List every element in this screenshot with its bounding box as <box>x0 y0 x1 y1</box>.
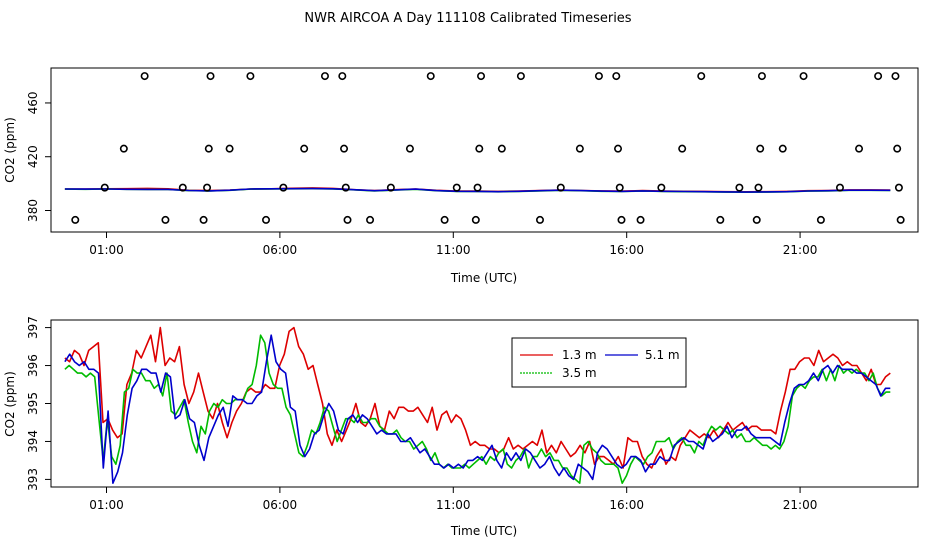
scatter-point <box>203 183 212 192</box>
y-tick-label: 396 <box>26 354 40 377</box>
y-tick-label: 393 <box>26 468 40 491</box>
scatter-point <box>246 72 255 81</box>
x-tick-label: 11:00 <box>436 498 471 512</box>
scatter-point <box>816 215 825 224</box>
x-tick-label: 21:00 <box>783 498 818 512</box>
y-tick-label: 397 <box>26 316 40 339</box>
legend-label-1-3m: 1.3 m <box>562 348 597 362</box>
scatter-point <box>678 144 687 153</box>
scatter-point <box>516 72 525 81</box>
x-tick-label: 06:00 <box>263 243 298 257</box>
scatter-point <box>161 215 170 224</box>
scatter-point <box>636 215 645 224</box>
scatter-point <box>735 183 744 192</box>
scatter-point <box>575 144 584 153</box>
top-x-axis-label: Time (UTC) <box>450 271 517 285</box>
scatter-point <box>657 183 666 192</box>
legend-label-5-1m: 5.1 m <box>645 348 680 362</box>
scatter-point <box>617 215 626 224</box>
scatter-point <box>204 144 213 153</box>
scatter-point <box>756 144 765 153</box>
scatter-point <box>262 215 271 224</box>
bottom-y-axis-label: CO2 (ppm) <box>3 371 17 437</box>
x-tick-label: 06:00 <box>263 498 298 512</box>
scatter-point <box>874 72 883 81</box>
scatter-point <box>894 183 903 192</box>
scatter-point <box>891 72 900 81</box>
scatter-point <box>386 183 395 192</box>
scatter-point <box>199 215 208 224</box>
scatter-point <box>757 72 766 81</box>
scatter-point <box>178 183 187 192</box>
series-line-3-5-m <box>64 334 891 485</box>
hourly-scatter-panel: 01:00 06:00 11:00 16:00 21:00 380 420 460 Time … <box>3 67 919 285</box>
inlet-height-line-panel: 01:00 06:00 11:00 16:00 21:00 393 394 395 396 397… <box>3 316 919 538</box>
scatter-point <box>893 144 902 153</box>
scatter-point <box>300 144 309 153</box>
scatter-point <box>612 72 621 81</box>
scatter-point <box>452 183 461 192</box>
x-tick-label: 11:00 <box>436 243 471 257</box>
scatter-point <box>855 144 864 153</box>
scatter-point <box>320 72 329 81</box>
series-line-5-1-m <box>64 334 891 485</box>
scatter-point <box>896 215 905 224</box>
scatter-point <box>341 183 350 192</box>
scatter-point <box>556 183 565 192</box>
x-tick-label: 16:00 <box>609 498 644 512</box>
top-y-axis-label: CO2 (ppm) <box>3 117 17 183</box>
scatter-point <box>615 183 624 192</box>
scatter-point <box>778 144 787 153</box>
scatter-point <box>405 144 414 153</box>
scatter-point <box>473 183 482 192</box>
series-line-1-3-m <box>64 326 891 469</box>
scatter-point <box>497 144 506 153</box>
scatter-point <box>100 183 109 192</box>
figure-title: NWR AIRCOA A Day 111108 Calibrated Times… <box>304 11 631 26</box>
scatter-point <box>426 72 435 81</box>
scatter-point <box>475 144 484 153</box>
scatter-point <box>614 144 623 153</box>
scatter-point <box>119 144 128 153</box>
top-panel-frame <box>50 67 919 233</box>
scatter-point <box>140 72 149 81</box>
scatter-point <box>71 215 80 224</box>
legend-box <box>511 337 687 388</box>
scatter-point <box>340 144 349 153</box>
x-tick-label: 01:00 <box>89 243 124 257</box>
scatter-point <box>752 215 761 224</box>
legend: 1.3 m 5.1 m 3.5 m <box>511 337 687 388</box>
scatter-point <box>754 183 763 192</box>
y-tick-label: 394 <box>26 430 40 453</box>
legend-label-3-5m: 3.5 m <box>562 366 597 380</box>
y-tick-label: 460 <box>26 91 40 114</box>
scatter-point <box>535 215 544 224</box>
scatter-point <box>471 215 480 224</box>
scatter-point <box>225 144 234 153</box>
x-tick-label: 16:00 <box>609 243 644 257</box>
y-tick-label: 380 <box>26 199 40 222</box>
scatter-point <box>697 72 706 81</box>
scatter-point <box>477 72 486 81</box>
x-tick-label: 21:00 <box>783 243 818 257</box>
scatter-point <box>343 215 352 224</box>
scatter-point <box>279 183 288 192</box>
scatter-point <box>835 183 844 192</box>
y-tick-label: 395 <box>26 392 40 415</box>
scatter-point <box>716 215 725 224</box>
scatter-point <box>799 72 808 81</box>
scatter-point <box>594 72 603 81</box>
scatter-point <box>338 72 347 81</box>
y-tick-label: 420 <box>26 145 40 168</box>
x-tick-label: 01:00 <box>89 498 124 512</box>
scatter-point <box>440 215 449 224</box>
scatter-point <box>366 215 375 224</box>
bottom-x-axis-label: Time (UTC) <box>450 524 517 538</box>
scatter-point <box>206 72 215 81</box>
